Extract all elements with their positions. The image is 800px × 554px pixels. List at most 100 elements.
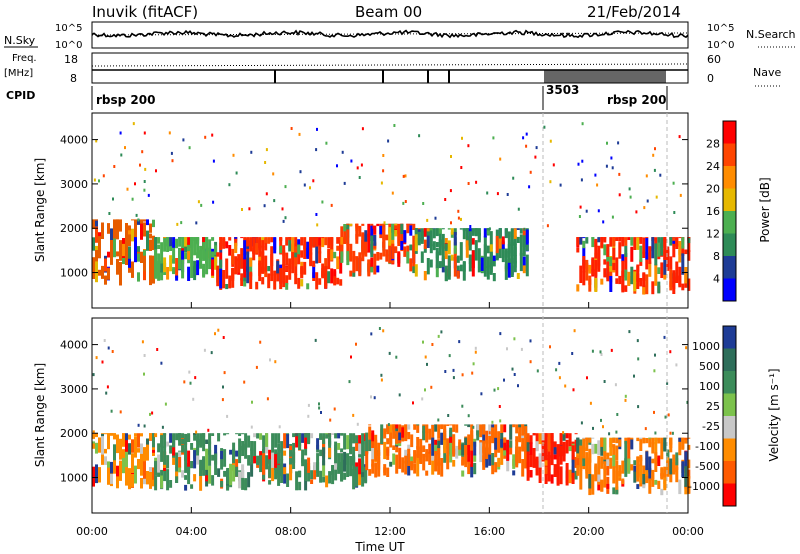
data-cell [485,440,489,459]
data-cell [672,237,676,241]
data-cell [660,468,664,480]
data-cell [434,444,438,455]
data-cell [447,255,451,268]
data-cell [437,452,441,466]
data-cell [300,250,304,258]
data-cell [497,387,500,391]
data-cell [628,187,631,191]
data-cell [272,172,275,176]
data-cell [423,228,427,237]
data-cell [506,347,508,351]
data-cell [492,258,496,267]
data-cell [382,154,385,157]
data-cell [404,427,408,433]
data-cell [336,237,340,239]
data-cell [486,228,490,235]
data-cell [172,237,176,248]
data-cell [653,410,655,414]
data-cell [303,261,307,275]
data-cell [163,257,167,273]
data-cell [183,380,186,384]
data-cell [642,474,646,485]
colorbar-tick-label: 20 [706,183,720,196]
data-cell [571,352,574,355]
data-cell [132,122,135,126]
data-cell [510,242,514,257]
data-cell [588,264,592,274]
data-cell [143,255,146,272]
colorbar-swatch [723,211,736,234]
data-cell [472,362,475,366]
data-cell [594,277,598,292]
data-cell [325,433,329,435]
data-cell [304,433,308,449]
data-cell [119,273,122,285]
colorbar-swatch [723,461,736,484]
data-cell [648,478,652,494]
data-cell [437,418,440,422]
data-cell [669,458,673,475]
data-cell [633,271,637,292]
data-cell [261,246,265,255]
data-cell [630,266,634,285]
data-cell [435,251,439,259]
data-cell [476,425,480,441]
data-cell [500,439,504,447]
data-cell [398,393,401,397]
data-cell [678,275,682,286]
data-cell [295,471,299,491]
data-cell [412,235,416,252]
data-cell [669,437,673,453]
data-cell [610,156,613,160]
data-cell [636,339,639,343]
data-cell [234,237,238,239]
data-cell [346,435,350,450]
data-cell [609,457,613,469]
data-cell [264,161,267,164]
data-cell [223,449,227,467]
data-cell [398,447,402,469]
data-cell [108,212,111,215]
data-cell [225,284,229,290]
data-cell [580,421,583,425]
data-cell [178,466,182,473]
data-cell [119,462,122,481]
data-cell [238,471,242,489]
data-cell [92,237,95,251]
data-cell [594,173,597,177]
data-cell [552,163,555,167]
data-cell [388,227,392,246]
data-cell [538,453,542,472]
freq-unit: [MHz] [4,68,33,79]
data-cell [294,237,298,255]
data-cell [628,330,631,334]
data-cell [571,454,575,477]
data-cell [140,219,143,224]
data-cell [255,237,259,248]
data-cell [95,356,98,360]
data-cell [555,368,558,372]
data-cell [101,265,104,279]
data-cell [639,456,643,462]
data-cell [452,376,455,380]
data-cell [516,273,520,279]
data-cell [250,462,254,477]
data-cell [98,238,101,259]
data-cell [678,241,682,263]
data-cell [279,245,283,254]
data-cell [606,459,610,466]
data-cell [318,239,322,254]
data-cell [549,345,551,349]
data-cell [316,223,319,227]
data-cell [371,430,375,442]
data-cell [615,470,619,493]
data-cell [521,444,525,450]
data-cell [176,222,179,226]
data-cell [126,187,129,191]
data-cell [187,266,191,281]
data-cell [280,459,284,477]
data-cell [535,146,538,150]
data-cell [615,437,619,444]
data-cell [428,428,432,440]
data-cell [128,258,131,268]
